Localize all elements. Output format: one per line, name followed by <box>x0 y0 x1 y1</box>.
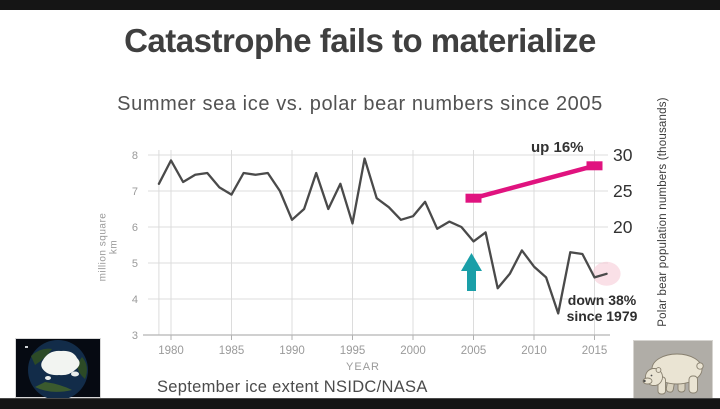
sun-glint <box>25 346 28 348</box>
bottom-letterbox-bar <box>0 398 720 409</box>
x-tick-label: 1990 <box>279 345 305 357</box>
y-axis-label-left: million square km <box>97 212 120 282</box>
annotation-down-38-line1: down 38% <box>567 292 637 308</box>
bear-snout <box>642 377 653 385</box>
polar-bear-illustration <box>633 340 713 402</box>
sea-ice-extent-line <box>157 157 608 315</box>
y-tick-label-left: 3 <box>132 330 138 342</box>
polar-bear-trend-line <box>472 163 596 201</box>
y-axis-label-right: Polar bear population numbers (thousands… <box>657 97 669 327</box>
landmass <box>35 382 72 392</box>
top-letterbox-bar <box>0 0 720 10</box>
source-caption: September ice extent NSIDC/NASA <box>157 378 428 396</box>
x-axis-label: YEAR <box>346 361 380 373</box>
y-tick-label-right: 20 <box>613 217 633 237</box>
x-tick-label: 1985 <box>219 345 245 357</box>
slide-title: Catastrophe fails to materialize <box>124 22 596 59</box>
bear-hind-leg <box>688 375 698 394</box>
trend-endpoint-marker <box>465 193 482 203</box>
annotation-down-38-line2: since 1979 <box>566 308 638 324</box>
x-tick-label: 2015 <box>582 345 608 357</box>
ice-patch <box>45 376 51 380</box>
y-tick-label-left: 6 <box>132 222 138 234</box>
bear-ear <box>655 367 662 373</box>
ice-cap-shape <box>41 350 80 376</box>
y-tick-label-left: 7 <box>132 186 138 198</box>
ice-patch <box>71 371 79 377</box>
annotation-down-38-percent: down 38% since 1979 <box>559 292 645 324</box>
x-tick-label: 2000 <box>400 345 426 357</box>
arctic-sea-ice-photo <box>15 338 101 398</box>
x-tick-label: 2010 <box>521 345 547 357</box>
bear-nose <box>643 379 646 383</box>
landmass <box>31 348 52 365</box>
up-arrow-icon <box>461 253 482 291</box>
polar-bear-figure <box>642 353 704 395</box>
x-tick-label: 1980 <box>158 345 184 357</box>
annotation-up-16-percent: up 16% <box>531 139 584 156</box>
y-tick-label-right: 25 <box>613 181 632 201</box>
y-tick-label-left: 4 <box>132 294 138 306</box>
x-tick-label: 2005 <box>461 345 487 357</box>
y-tick-label-left: 8 <box>132 150 138 162</box>
slide-subtitle: Summer sea ice vs. polar bear numbers si… <box>117 93 603 115</box>
x-tick-label: 1995 <box>340 345 366 357</box>
trend-endpoint-marker <box>586 161 603 171</box>
y-tick-label-left: 5 <box>132 258 138 270</box>
bear-eye <box>650 374 653 377</box>
bear-tail <box>696 362 704 370</box>
y-tick-label-right: 30 <box>613 145 633 165</box>
